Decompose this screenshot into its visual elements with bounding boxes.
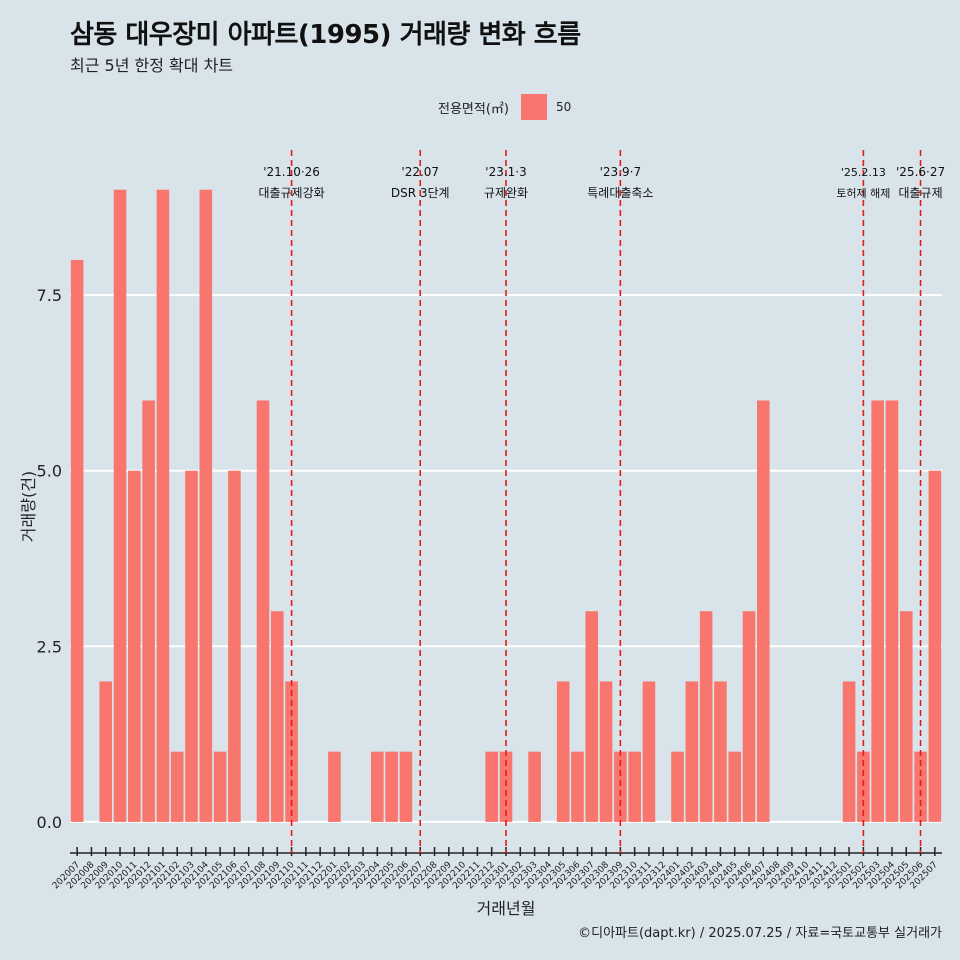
bar (614, 751, 627, 822)
bar (714, 681, 727, 822)
x-axis-title: 거래년월 (477, 899, 536, 918)
event-name-label: 대출규제 (898, 186, 942, 200)
event-date-label: '25.6·27 (896, 165, 945, 179)
bar (199, 189, 213, 822)
y-tick-label: 7.5 (37, 286, 62, 305)
legend-item-label: 50 (555, 100, 572, 114)
event-name-label: 특례대출축소 (587, 186, 653, 200)
bar (528, 751, 541, 822)
bar (128, 470, 141, 822)
bar (728, 751, 742, 822)
chart-subtitle: 최근 5년 한정 확대 차트 (70, 56, 234, 75)
bar (685, 681, 699, 822)
event-date-label: '25.2.13 (841, 166, 886, 179)
bar (699, 611, 713, 822)
y-axis-title: 거래량(건) (19, 471, 38, 542)
event-name-label: 토허제 해제 (836, 186, 890, 200)
legend-title: 전용면적(㎡) (438, 101, 509, 117)
bar (928, 470, 942, 822)
bar (556, 681, 570, 822)
bar (485, 751, 498, 822)
bar (671, 751, 684, 822)
bar (599, 681, 613, 822)
bar (585, 611, 599, 822)
bar (113, 189, 127, 822)
legend-swatch (520, 94, 547, 120)
bar (371, 751, 384, 822)
bar (328, 751, 341, 822)
bar (70, 259, 84, 822)
bar (156, 189, 170, 822)
y-tick-label: 5.0 (37, 462, 62, 481)
bar (642, 681, 656, 822)
bar (99, 681, 113, 822)
bar (142, 400, 155, 822)
bar (270, 611, 284, 822)
bar (757, 400, 770, 822)
event-date-label: '22.07 (401, 165, 439, 179)
bar (228, 470, 241, 822)
event-date-label: '23.1·3 (485, 165, 526, 179)
bar (256, 400, 270, 822)
bar (742, 611, 756, 822)
bar (628, 751, 641, 822)
event-name-label: DSR 3단계 (391, 186, 450, 200)
event-name-label: 규제완화 (484, 186, 528, 200)
bar (185, 470, 198, 822)
y-tick-label: 2.5 (37, 637, 62, 656)
bar (899, 611, 913, 822)
bar (885, 400, 899, 822)
bar (571, 751, 584, 822)
bar (914, 751, 927, 822)
bar (170, 751, 184, 822)
y-tick-label: 0.0 (37, 813, 62, 832)
event-date-label: '21.10·26 (263, 165, 320, 179)
event-date-label: '23.9·7 (600, 165, 641, 179)
bar (871, 400, 884, 822)
bar (499, 751, 513, 822)
source-caption: ©디아파트(dapt.kr) / 2025.07.25 / 자료=국토교통부 실… (578, 926, 942, 941)
chart-title: 삼동 대우장미 아파트(1995) 거래량 변화 흐름 (70, 20, 581, 50)
bar (213, 751, 227, 822)
bar (385, 751, 398, 822)
bar (399, 751, 413, 822)
bar (842, 681, 856, 822)
event-name-label: 대출규제강화 (258, 186, 324, 200)
bar (857, 751, 870, 822)
legend: 전용면적(㎡) 50 (438, 94, 571, 120)
